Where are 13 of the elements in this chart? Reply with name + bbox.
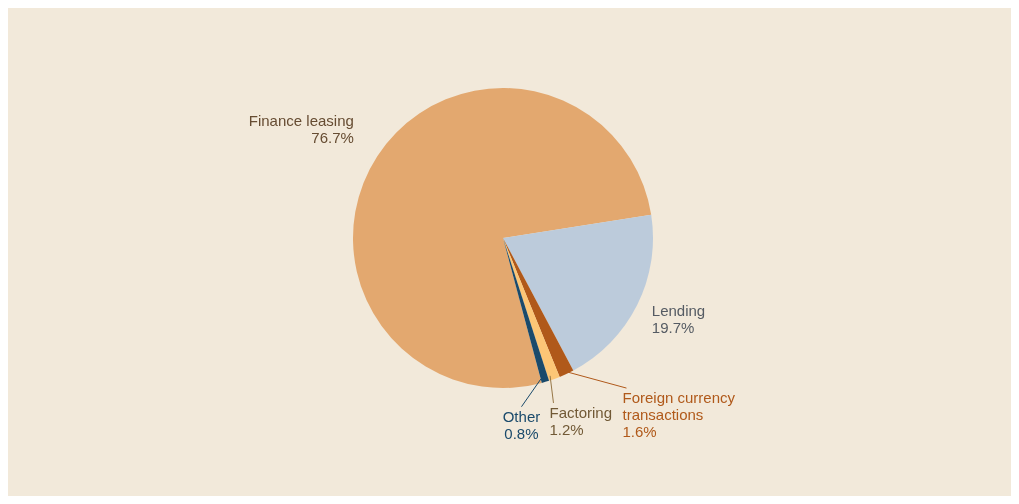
pie-slice [503, 214, 653, 371]
data-label: 19.7% [651, 319, 695, 337]
slice-label: Foreign currency transactions [622, 389, 736, 424]
data-label: 76.7% [311, 128, 354, 146]
data-label: 1.2% [549, 421, 584, 438]
pie-slice [503, 238, 560, 381]
data-label: 1.6% [622, 423, 657, 441]
slice-label: Lending [651, 302, 706, 320]
slice-label: Finance leasing [248, 111, 354, 129]
slice-label: Other [502, 407, 541, 425]
slice-label: Factoring [549, 404, 612, 421]
pie-slice [353, 88, 652, 388]
data-label: 0.8% [504, 424, 539, 442]
